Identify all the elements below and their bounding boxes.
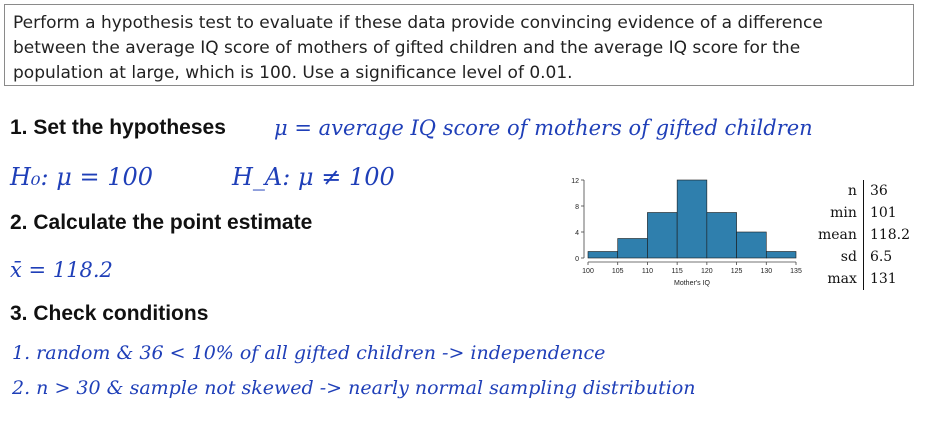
y-tick-label: 4 — [575, 230, 579, 237]
x-tick-label: 120 — [701, 268, 713, 275]
step3-heading: 3. Check conditions — [10, 302, 209, 325]
x-tick-label: 105 — [612, 268, 624, 275]
stat-key: max — [812, 268, 864, 290]
histogram-bar — [587, 251, 619, 259]
point-estimate: x̄ = 118.2 — [10, 258, 113, 282]
histogram-bar — [736, 231, 767, 259]
x-axis-label: Mother's IQ — [674, 280, 711, 287]
y-tick-label: 0 — [575, 256, 579, 263]
problem-line-1: Perform a hypothesis test to evaluate if… — [13, 13, 823, 33]
mu-definition: μ = average IQ score of mothers of gifte… — [274, 116, 813, 140]
stat-value: 101 — [869, 205, 897, 221]
stat-row-sd: sd 6.5 — [812, 246, 916, 268]
condition-2: 2. n > 30 & sample not skewed -> nearly … — [12, 377, 696, 399]
stat-value: 6.5 — [869, 249, 893, 265]
step2-heading: 2. Calculate the point estimate — [10, 211, 313, 234]
condition-1: 1. random & 36 < 10% of all gifted child… — [12, 342, 606, 364]
summary-stats-table: n 36 min 101 mean 118.2 sd 6.5 max 131 — [812, 180, 916, 290]
stat-row-min: min 101 — [812, 202, 916, 224]
stat-row-mean: mean 118.2 — [812, 224, 916, 246]
x-tick-label: 130 — [760, 268, 772, 275]
stat-key: min — [812, 202, 864, 224]
x-tick-label: 125 — [731, 268, 743, 275]
histogram-bar — [706, 212, 737, 259]
problem-statement: Perform a hypothesis test to evaluate if… — [4, 4, 914, 86]
histogram-svg: 0 4 8 12 100 105 110 115 120 125 130 135 Mother's IQ — [571, 178, 802, 287]
stat-row-max: max 131 — [812, 268, 916, 290]
alternative-hypothesis: H_A: μ ≠ 100 — [232, 163, 395, 191]
stat-key: n — [812, 180, 864, 202]
stat-row-n: n 36 — [812, 180, 916, 202]
histogram-bar — [647, 212, 678, 259]
step1-heading: 1. Set the hypotheses — [10, 116, 226, 139]
stat-key: mean — [812, 224, 864, 246]
x-tick-label: 135 — [790, 268, 802, 275]
x-tick-label: 100 — [582, 268, 594, 275]
stat-value: 118.2 — [869, 227, 911, 243]
histogram-bar — [765, 251, 797, 259]
problem-line-2: between the average IQ score of mothers … — [13, 38, 801, 58]
histogram-bar — [676, 179, 708, 259]
x-tick-label: 110 — [642, 268, 653, 275]
stat-value: 131 — [869, 271, 897, 287]
null-hypothesis: H₀: μ = 100 — [10, 163, 154, 191]
stat-key: sd — [812, 246, 864, 268]
problem-line-3: population at large, which is 100. Use a… — [13, 63, 573, 83]
iq-histogram: 0 4 8 12 100 105 110 115 120 125 130 135 Mother's IQ — [560, 170, 810, 295]
y-tick-label: 12 — [571, 178, 579, 185]
stat-value: 36 — [869, 183, 888, 199]
y-tick-label: 8 — [575, 204, 579, 211]
histogram-bar — [617, 238, 648, 259]
x-tick-label: 115 — [672, 268, 683, 275]
